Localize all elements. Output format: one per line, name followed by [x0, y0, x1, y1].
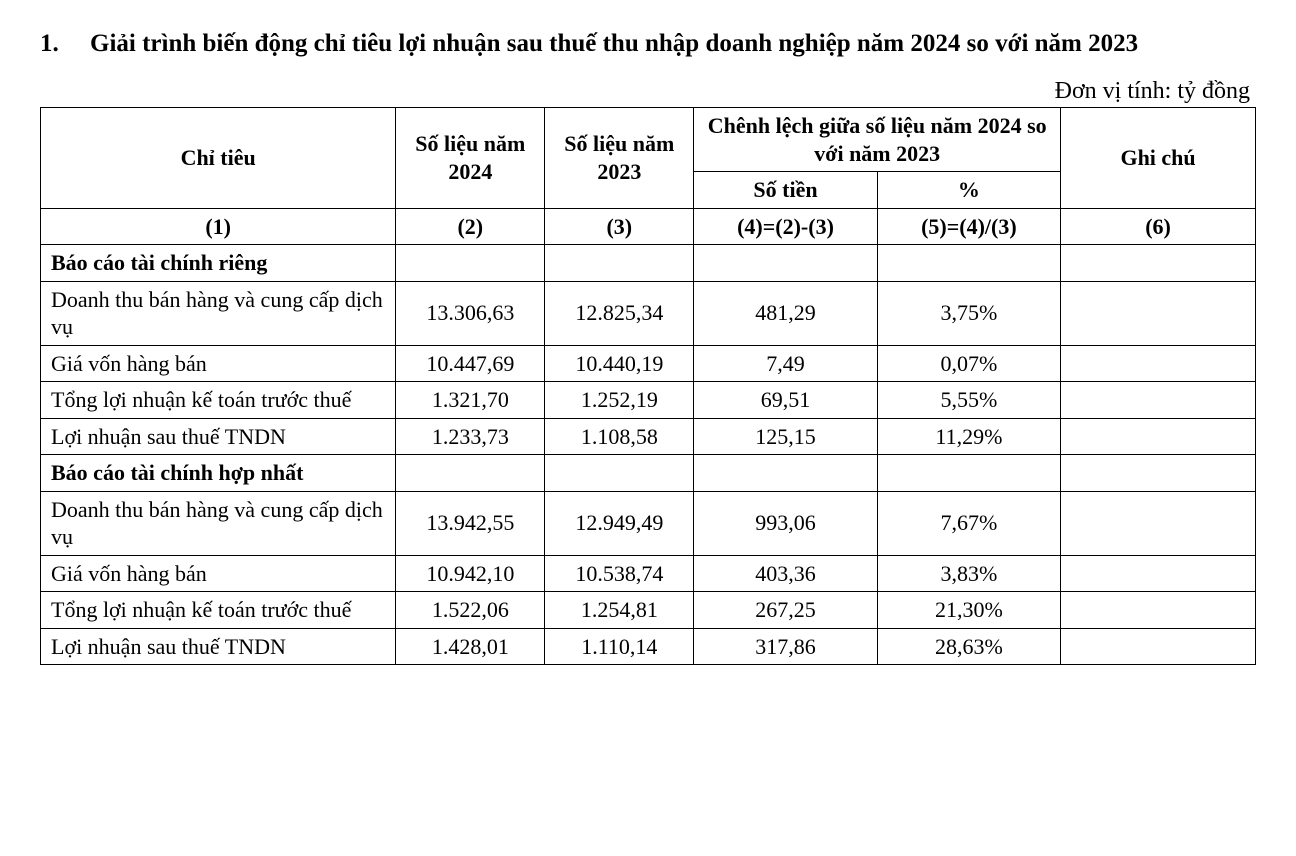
row-diff: 125,15 [694, 418, 877, 455]
empty-cell [877, 245, 1060, 282]
row-label: Giá vốn hàng bán [41, 555, 396, 592]
table-row: Lợi nhuận sau thuế TNDN1.428,011.110,143… [41, 628, 1256, 665]
row-2024: 1.321,70 [396, 382, 545, 419]
row-2023: 1.110,14 [545, 628, 694, 665]
th-ghi-chu: Ghi chú [1061, 108, 1256, 209]
unit-label: Đơn vị tính: tỷ đồng [40, 78, 1256, 105]
row-2023: 10.538,74 [545, 555, 694, 592]
empty-cell [545, 455, 694, 492]
heading-number: 1. [40, 30, 90, 58]
empty-cell [1061, 245, 1256, 282]
row-2023: 12.949,49 [545, 491, 694, 555]
formula-c6: (6) [1061, 208, 1256, 245]
empty-cell [877, 455, 1060, 492]
section-heading: 1. Giải trình biến động chỉ tiêu lợi nhu… [40, 30, 1256, 58]
row-note [1061, 628, 1256, 665]
formula-c4: (4)=(2)-(3) [694, 208, 877, 245]
section-title: Báo cáo tài chính riêng [41, 245, 396, 282]
row-pct: 0,07% [877, 345, 1060, 382]
table-row: Tổng lợi nhuận kế toán trước thuế1.321,7… [41, 382, 1256, 419]
table-row: Doanh thu bán hàng và cung cấp dịch vụ13… [41, 491, 1256, 555]
row-label: Lợi nhuận sau thuế TNDN [41, 418, 396, 455]
formula-c1: (1) [41, 208, 396, 245]
row-label: Doanh thu bán hàng và cung cấp dịch vụ [41, 491, 396, 555]
row-2023: 1.108,58 [545, 418, 694, 455]
row-2023: 1.254,81 [545, 592, 694, 629]
table-row: Giá vốn hàng bán10.942,1010.538,74403,36… [41, 555, 1256, 592]
row-diff: 317,86 [694, 628, 877, 665]
row-label: Tổng lợi nhuận kế toán trước thuế [41, 592, 396, 629]
row-diff: 267,25 [694, 592, 877, 629]
section-title: Báo cáo tài chính hợp nhất [41, 455, 396, 492]
th-phan-tram: % [877, 172, 1060, 209]
row-pct: 7,67% [877, 491, 1060, 555]
row-note [1061, 491, 1256, 555]
row-note [1061, 382, 1256, 419]
heading-text: Giải trình biến động chỉ tiêu lợi nhuận … [90, 30, 1256, 58]
row-2024: 13.306,63 [396, 281, 545, 345]
empty-cell [545, 245, 694, 282]
row-diff: 403,36 [694, 555, 877, 592]
row-label: Lợi nhuận sau thuế TNDN [41, 628, 396, 665]
financial-table: Chỉ tiêu Số liệu năm 2024 Số liệu năm 20… [40, 107, 1256, 665]
empty-cell [694, 455, 877, 492]
row-diff: 993,06 [694, 491, 877, 555]
row-2024: 1.522,06 [396, 592, 545, 629]
formula-c5: (5)=(4)/(3) [877, 208, 1060, 245]
th-chi-tieu: Chỉ tiêu [41, 108, 396, 209]
row-pct: 28,63% [877, 628, 1060, 665]
row-diff: 481,29 [694, 281, 877, 345]
th-2024: Số liệu năm 2024 [396, 108, 545, 209]
th-2023: Số liệu năm 2023 [545, 108, 694, 209]
row-note [1061, 555, 1256, 592]
row-note [1061, 418, 1256, 455]
row-pct: 3,83% [877, 555, 1060, 592]
row-label: Tổng lợi nhuận kế toán trước thuế [41, 382, 396, 419]
table-body: Báo cáo tài chính riêngDoanh thu bán hàn… [41, 245, 1256, 665]
row-label: Doanh thu bán hàng và cung cấp dịch vụ [41, 281, 396, 345]
row-note [1061, 281, 1256, 345]
formula-row: (1) (2) (3) (4)=(2)-(3) (5)=(4)/(3) (6) [41, 208, 1256, 245]
th-so-tien: Số tiền [694, 172, 877, 209]
empty-cell [396, 455, 545, 492]
row-2024: 1.428,01 [396, 628, 545, 665]
empty-cell [396, 245, 545, 282]
table-row: Doanh thu bán hàng và cung cấp dịch vụ13… [41, 281, 1256, 345]
row-2023: 12.825,34 [545, 281, 694, 345]
th-chenh-lech: Chênh lệch giữa số liệu năm 2024 so với … [694, 108, 1061, 172]
row-pct: 21,30% [877, 592, 1060, 629]
row-note [1061, 345, 1256, 382]
row-note [1061, 592, 1256, 629]
table-row: Tổng lợi nhuận kế toán trước thuế1.522,0… [41, 592, 1256, 629]
row-pct: 3,75% [877, 281, 1060, 345]
row-pct: 5,55% [877, 382, 1060, 419]
row-2023: 1.252,19 [545, 382, 694, 419]
formula-c3: (3) [545, 208, 694, 245]
row-2024: 13.942,55 [396, 491, 545, 555]
table-row: Giá vốn hàng bán10.447,6910.440,197,490,… [41, 345, 1256, 382]
row-diff: 69,51 [694, 382, 877, 419]
empty-cell [1061, 455, 1256, 492]
row-2024: 10.942,10 [396, 555, 545, 592]
empty-cell [694, 245, 877, 282]
table-row: Lợi nhuận sau thuế TNDN1.233,731.108,581… [41, 418, 1256, 455]
formula-c2: (2) [396, 208, 545, 245]
row-pct: 11,29% [877, 418, 1060, 455]
row-2024: 1.233,73 [396, 418, 545, 455]
row-2023: 10.440,19 [545, 345, 694, 382]
row-diff: 7,49 [694, 345, 877, 382]
row-label: Giá vốn hàng bán [41, 345, 396, 382]
row-2024: 10.447,69 [396, 345, 545, 382]
